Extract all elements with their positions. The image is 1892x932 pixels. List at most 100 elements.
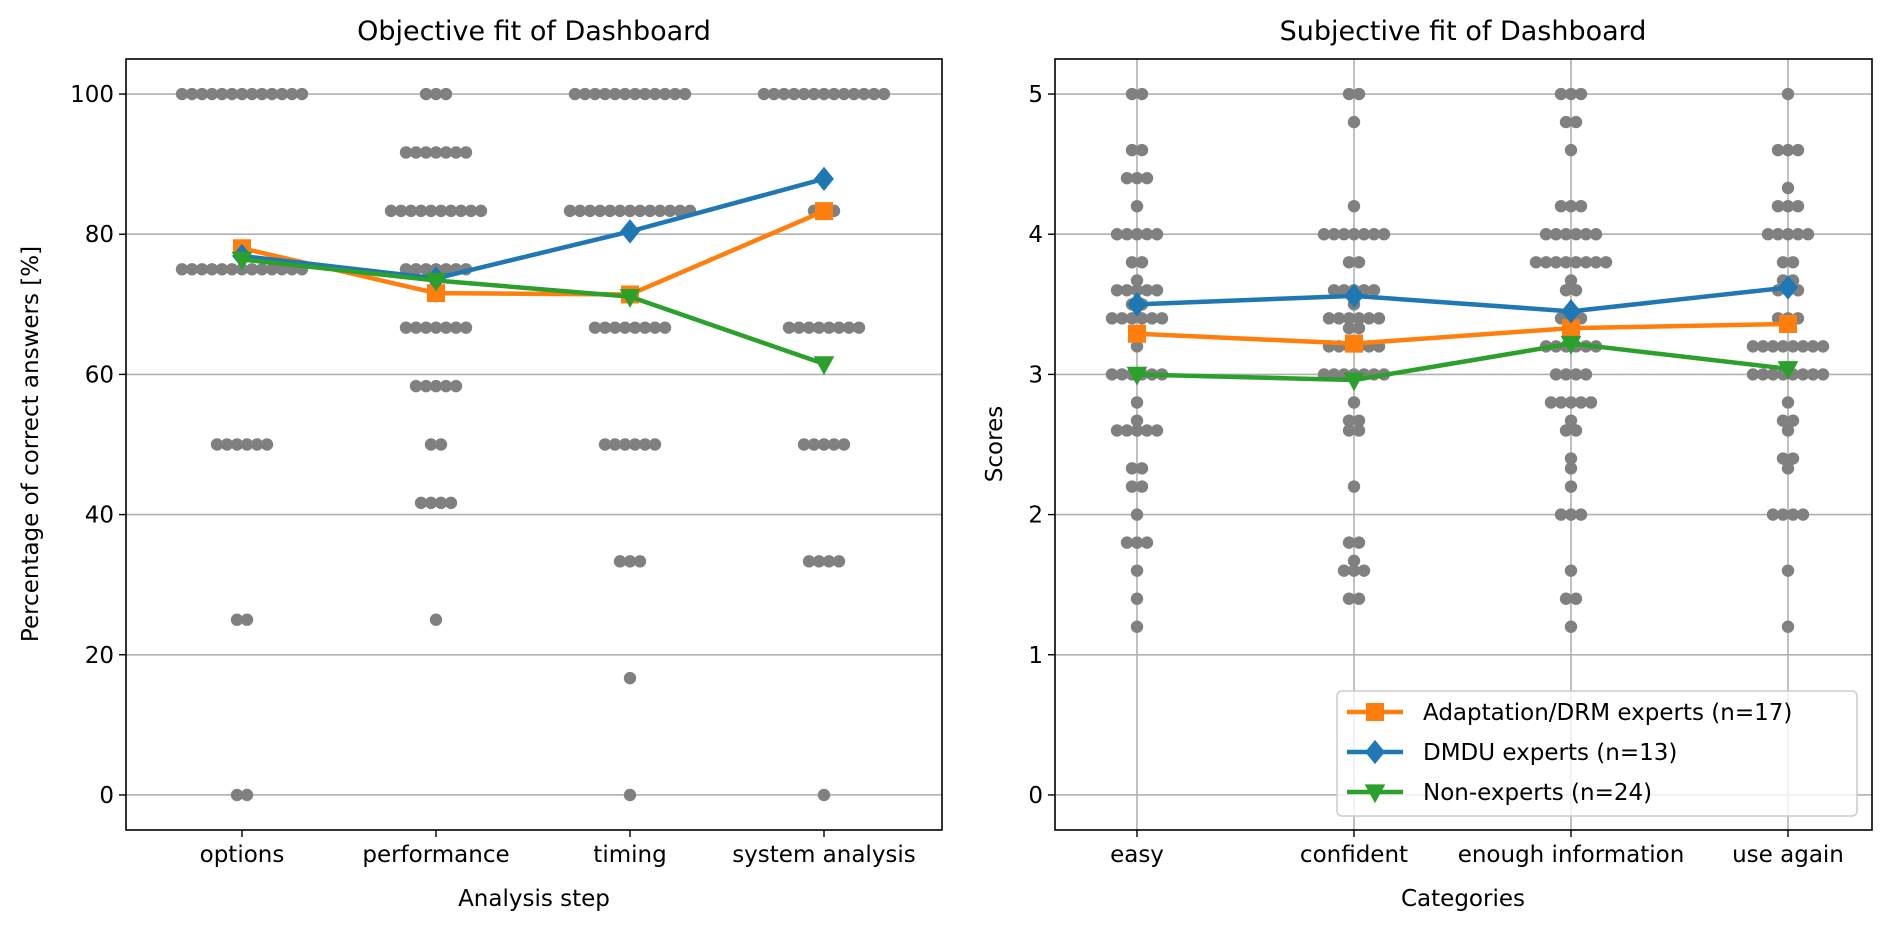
individual-point: [1327, 228, 1341, 241]
legend-label-0: Adaptation/DRM experts (n=17): [1423, 700, 1792, 726]
series-line-2: [1136, 341, 1789, 383]
legend-box: [1336, 690, 1858, 817]
individual-point: [633, 204, 647, 218]
individual-point: [439, 146, 453, 159]
individual-point: [638, 321, 652, 334]
individual-point: [1589, 228, 1603, 241]
individual-point: [757, 87, 771, 101]
series-marker-1: [1127, 292, 1147, 317]
individual-point: [1554, 508, 1568, 521]
individual-point: [1120, 424, 1134, 437]
individual-points-objective: [175, 87, 891, 802]
individual-point: [399, 146, 413, 159]
individual-point: [449, 146, 463, 159]
y-ticks-subjective: 0 1 2 3 4 5: [1028, 82, 1055, 809]
individual-point: [1574, 396, 1588, 409]
individual-point: [1135, 87, 1149, 101]
individual-point: [1766, 508, 1780, 521]
individual-point: [240, 613, 254, 626]
individual-point: [399, 321, 413, 334]
individual-point: [1135, 256, 1149, 269]
individual-point: [623, 204, 637, 218]
individual-point: [812, 321, 826, 334]
individual-point: [822, 321, 836, 334]
individual-point: [434, 496, 448, 510]
individual-point: [588, 321, 602, 334]
individual-point: [1781, 143, 1795, 157]
individual-point: [857, 87, 871, 101]
individual-point: [1569, 424, 1583, 437]
individual-point: [653, 204, 667, 218]
legend-label-1: DMDU experts (n=13): [1423, 740, 1677, 766]
y-ticks-objective: 0 20 40 60 80 100: [70, 82, 126, 809]
individual-point: [1569, 256, 1583, 269]
individual-point: [1327, 284, 1341, 297]
individual-point: [195, 263, 209, 276]
individual-point: [1130, 424, 1144, 437]
series-marker-1: [1778, 275, 1798, 300]
individual-point: [1559, 424, 1573, 437]
individual-point: [1756, 368, 1770, 381]
individual-point: [787, 87, 801, 101]
individual-point: [1564, 564, 1578, 577]
individual-point: [434, 204, 448, 218]
individual-point: [1130, 284, 1144, 297]
individual-point: [1362, 312, 1376, 325]
individual-point: [802, 321, 816, 334]
individual-point: [1579, 256, 1593, 269]
series-marker-2: [1343, 372, 1365, 392]
individual-point: [1120, 284, 1134, 297]
y-tick-label: 1: [1028, 643, 1043, 669]
individual-point: [1564, 87, 1578, 101]
individual-point: [628, 87, 642, 101]
individual-point: [1352, 592, 1366, 605]
individual-point: [1791, 228, 1805, 241]
individual-point: [648, 438, 662, 451]
individual-point: [1564, 480, 1578, 493]
individual-point: [429, 379, 443, 393]
objective-fit-panel: Objective fit of Dashboard 020406080100 …: [18, 16, 943, 912]
individual-point: [1559, 284, 1573, 297]
individual-point: [1796, 368, 1810, 381]
individual-point: [588, 87, 602, 101]
individual-point: [1786, 414, 1800, 427]
individual-point: [434, 438, 448, 451]
individual-point: [1357, 564, 1371, 577]
individual-point: [1579, 228, 1593, 241]
individual-point: [1352, 414, 1366, 427]
individual-point: [394, 204, 408, 218]
individual-point: [1352, 321, 1366, 335]
individual-point: [1776, 414, 1790, 427]
individual-point: [1574, 508, 1588, 521]
individual-point: [1130, 274, 1144, 287]
individual-point: [295, 87, 309, 101]
individual-point: [255, 87, 269, 101]
individual-point: [1781, 199, 1795, 213]
y-tick-label: 20: [85, 643, 114, 669]
individual-point: [1564, 396, 1578, 409]
series-marker-1: [620, 219, 640, 244]
series-marker-0: [1345, 334, 1363, 353]
individual-point: [1781, 87, 1795, 101]
individual-point: [1135, 480, 1149, 493]
individual-point: [1130, 564, 1144, 577]
individual-point: [618, 321, 632, 334]
individual-point: [1559, 592, 1573, 605]
individual-point: [633, 555, 647, 568]
individual-point: [797, 438, 811, 451]
y-tick-label: 0: [1028, 783, 1043, 809]
individual-point: [1781, 564, 1795, 577]
individual-point: [638, 87, 652, 101]
individual-point: [1110, 284, 1124, 297]
individual-point: [185, 87, 199, 101]
individual-point: [827, 438, 841, 451]
individual-point: [1372, 312, 1386, 325]
individual-point: [220, 438, 234, 451]
individual-point: [1337, 228, 1351, 241]
individual-point: [1569, 368, 1583, 381]
individual-point: [802, 555, 816, 568]
individual-point: [1347, 480, 1361, 493]
individual-point: [1564, 462, 1578, 475]
individual-point: [777, 87, 791, 101]
y-tick-label: 3: [1028, 362, 1043, 388]
